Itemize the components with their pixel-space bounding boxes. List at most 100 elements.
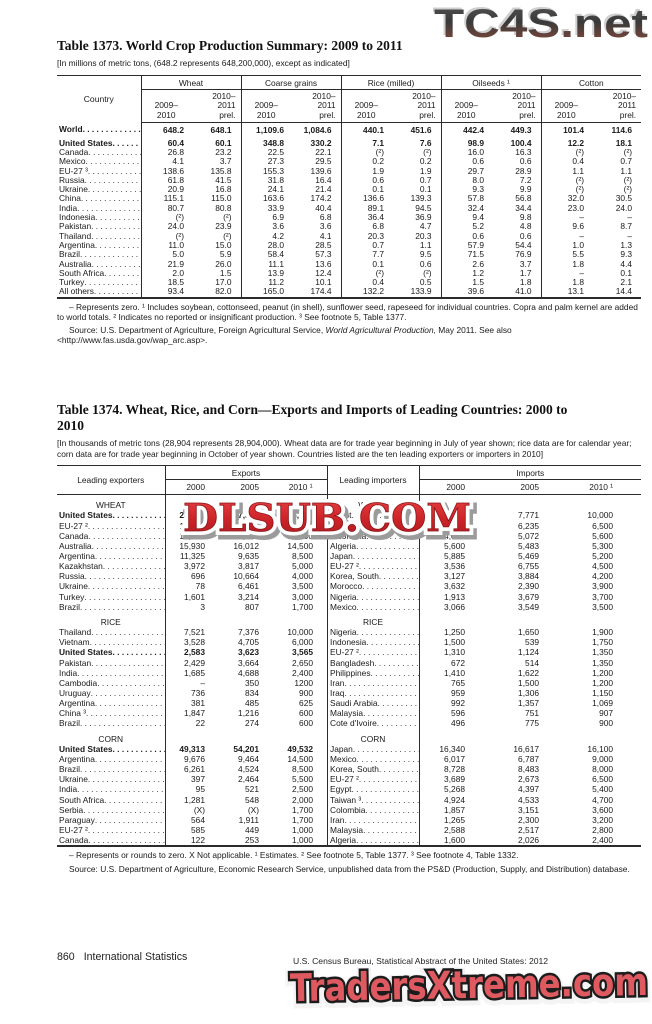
footer-section-title: International Statistics: [83, 951, 188, 963]
value-cell: 82.0: [215, 286, 232, 297]
value-cell: 1,150: [592, 688, 614, 698]
country-label: India: [57, 784, 165, 794]
country-label: EU-27 ²: [327, 774, 419, 785]
value-cell: 101.4: [540, 122, 594, 139]
value-cell: 2,026: [518, 835, 540, 846]
value-cell: 3,817: [238, 561, 259, 572]
value-cell: 4,200: [592, 571, 614, 582]
value-cell: 20.9: [140, 184, 193, 195]
value-cell: 1,750: [592, 637, 614, 648]
value-cell: 1.2: [440, 268, 494, 279]
leading-importers-header: Leading importers: [326, 465, 420, 496]
table-row: Thailand(²)(²)4.24.120.320.30.60.6––: [57, 230, 641, 241]
value-cell: (²): [340, 147, 394, 158]
value-cell: 165.0: [240, 287, 293, 298]
value-cell: 5,072: [518, 530, 540, 541]
value-cell: 0.6: [419, 258, 432, 269]
country-label: Ukraine: [57, 581, 165, 591]
value-cell: 1,500: [418, 637, 494, 648]
value-cell: 58.4: [240, 249, 293, 260]
country-label: Argentina: [57, 754, 165, 764]
value-cell: 12.4: [315, 267, 332, 278]
value-cell: 6,050: [418, 510, 494, 521]
table-row: Indonesia(²)(²)6.96.836.436.99.49.8––: [57, 212, 641, 223]
value-cell: 330.2: [310, 137, 332, 148]
source-text: May 2011. See also <http://www.fas.usda.…: [57, 325, 512, 346]
country-label: China: [57, 194, 141, 203]
table-1373-footnotes: – Represents zero. ¹ Includes soybean, c…: [57, 301, 638, 322]
year-header-row: 2009– 2010 2010– 2011 prel. 2009– 2010 2…: [57, 89, 642, 124]
value-cell: 3,600: [592, 804, 614, 815]
value-cell: 5,483: [518, 540, 540, 551]
value-cell: 1.0: [540, 240, 594, 251]
value-cell: (²): [223, 230, 232, 241]
value-cell: 0.6: [340, 175, 394, 186]
value-cell: (²): [423, 146, 432, 157]
value-cell: 10,000: [587, 510, 614, 521]
country-label: Australia: [57, 541, 165, 551]
section-label: RICE: [100, 616, 121, 627]
section-label: WHEAT: [326, 494, 420, 511]
country-label: Ukraine: [57, 185, 141, 194]
value-cell: 672: [418, 657, 494, 668]
table-row: India1,685 4,688 2,400 Philippines1,410 1,62…: [57, 667, 641, 678]
value-cell: 9.6: [540, 222, 594, 232]
value-cell: 9.3: [440, 184, 494, 195]
value-cell: 1,685: [164, 667, 219, 678]
table-row: Canada17,316 16,020 17,000 Indonesia4,069 5,…: [57, 530, 641, 541]
country-label: Indonesia: [327, 530, 419, 541]
value-cell: 2,464: [238, 774, 259, 785]
value-cell: 1200: [294, 677, 314, 688]
value-cell: 138.6: [140, 166, 193, 176]
country-header: Country: [83, 94, 114, 105]
value-cell: 33.9: [240, 203, 293, 214]
value-cell: 3,000: [292, 591, 314, 602]
value-cell: 3,214: [238, 591, 259, 602]
value-cell: 0.6: [440, 156, 494, 167]
country-label: Malaysia: [327, 825, 419, 836]
country-label: Brazil: [57, 718, 165, 728]
value-cell: 122: [164, 835, 219, 847]
value-cell: 0.7: [340, 240, 394, 251]
value-cell: 3,679: [518, 591, 540, 602]
value-cell: 18.1: [615, 137, 633, 148]
value-cell: 4,705: [238, 637, 259, 648]
value-cell: 49,532: [287, 743, 314, 754]
value-cell: –: [540, 231, 594, 241]
value-cell: 6,500: [592, 774, 614, 785]
table-row: Argentina381 485 625 Saudi Arabia992 1,357 1,…: [57, 698, 641, 709]
section-label: CORN: [98, 733, 124, 744]
country-label: Nigeria: [327, 627, 419, 638]
value-cell: 775: [525, 718, 540, 729]
group-header-oilseeds: Oilseeds ¹: [440, 75, 542, 90]
value-cell: 3,884: [518, 571, 540, 582]
year-header: 2010– 2011 prel.: [593, 89, 642, 124]
table-row: China ³1,847 1,216 600 Malaysia596 751 907: [57, 708, 641, 719]
table-row: United States49,313 54,201 49,532 Japan16,3…: [57, 743, 641, 754]
value-cell: 274: [245, 718, 259, 729]
value-cell: 9.5: [419, 249, 432, 260]
table-row: Turkey18.5 17.0 11.2 10.1 0.4 0.5 1.5 1.8 1.8 2.1: [57, 277, 641, 288]
page-number: 860: [57, 951, 75, 963]
value-cell: 736: [164, 688, 219, 699]
value-cell: (²): [540, 147, 594, 158]
value-cell: 27.3: [240, 156, 293, 167]
year-header: 2009– 2010: [440, 89, 494, 124]
value-cell: 1,700: [292, 804, 314, 815]
value-cell: 6,500: [592, 520, 614, 531]
value-cell: 20.3: [415, 230, 432, 241]
leading-exporters-header: Leading exporters: [57, 465, 165, 496]
table-row: Mexico4.1 3.7 27.3 29.5 0.2 0.2 0.6 0.6 0.4 0.7: [57, 156, 641, 167]
value-cell: 3,700: [592, 591, 614, 602]
value-cell: 2,588: [418, 825, 494, 836]
value-cell: 22.1: [315, 146, 332, 157]
value-cell: 7,521: [164, 627, 219, 638]
value-cell: 29.7: [440, 166, 494, 176]
country-label: Thailand: [57, 232, 141, 241]
country-label: Russia: [57, 176, 141, 185]
value-cell: (²): [223, 212, 232, 223]
table-row: Argentina11.0 15.0 28.0 28.5 0.7 1.1 57.9 54.4 1…: [57, 240, 641, 251]
table-1373-title: Table 1373. World Crop Production Summar…: [57, 38, 403, 53]
spacer-cell: [418, 728, 642, 744]
